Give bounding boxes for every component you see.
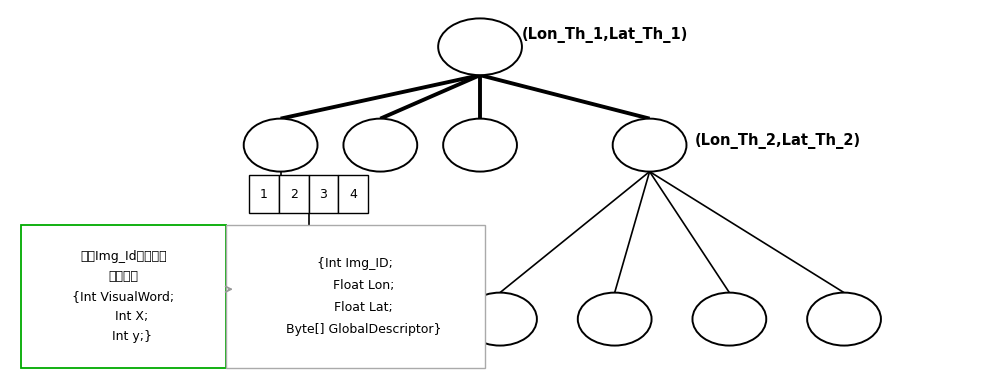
Ellipse shape [443,118,517,171]
Ellipse shape [578,293,652,346]
Text: {Int Img_ID;
    Float Lon;
    Float Lat;
    Byte[] GlobalDescriptor}: {Int Img_ID; Float Lon; Float Lat; Byte[… [270,257,441,336]
Ellipse shape [463,293,537,346]
Text: 1: 1 [260,188,268,201]
Text: (Lon_Th_2,Lat_Th_2): (Lon_Th_2,Lat_Th_2) [694,133,861,149]
Text: (Lon_Th_1,Lat_Th_1): (Lon_Th_1,Lat_Th_1) [522,27,688,43]
Bar [309,175,338,213]
Bar [279,175,309,213]
Bar [249,175,279,213]
Ellipse shape [807,293,881,346]
Ellipse shape [692,293,766,346]
Bar [21,224,226,368]
Ellipse shape [613,118,686,171]
Bar [226,224,485,368]
Text: 图像Img_Id的视觉词
汇集合：
{Int VisualWord;
    Int X;
    Int y;}: 图像Img_Id的视觉词 汇集合： {Int VisualWord; Int X… [72,250,175,343]
Bar [338,175,368,213]
Text: 4: 4 [349,188,357,201]
Ellipse shape [438,18,522,75]
Text: 2: 2 [290,188,298,201]
Ellipse shape [343,118,417,171]
Ellipse shape [244,118,318,171]
Text: 3: 3 [320,188,327,201]
